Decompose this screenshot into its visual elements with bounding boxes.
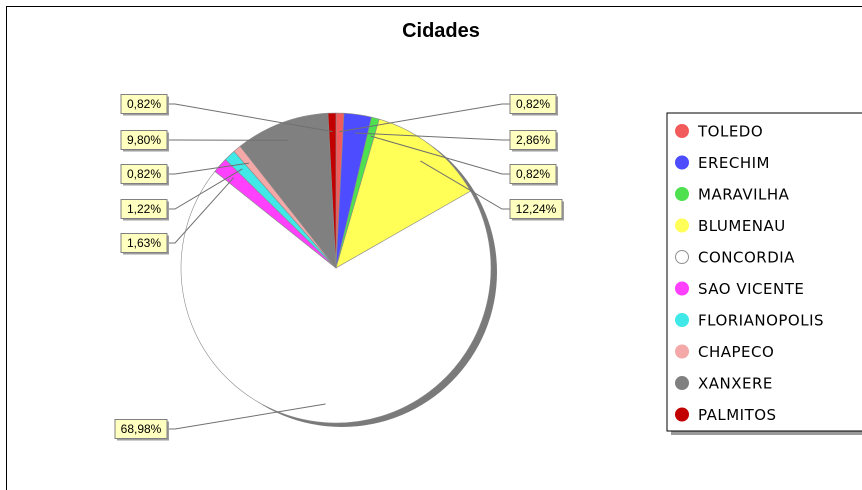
legend-marker-toledo bbox=[675, 124, 689, 138]
legend-label-palmitos: PALMITOS bbox=[698, 406, 777, 424]
legend-label-toledo: TOLEDO bbox=[697, 123, 763, 141]
leader-line-erechim bbox=[355, 132, 510, 141]
pie-slices bbox=[180, 112, 497, 427]
leader-line-concordia bbox=[167, 403, 326, 430]
data-label-toledo: 0,82% bbox=[516, 97, 550, 111]
legend-label-florianopolis: FLORIANOPOLIS bbox=[698, 312, 824, 330]
legend-label-sao-vicente: SAO VICENTE bbox=[698, 280, 804, 298]
label-box-erechim bbox=[509, 130, 557, 150]
leader-line-maravilha bbox=[370, 135, 510, 175]
legend-marker-florianopolis bbox=[675, 313, 689, 327]
leader-line-palmitos bbox=[167, 103, 333, 133]
label-box-palmitos bbox=[120, 94, 168, 114]
data-label-maravilha: 0,82% bbox=[516, 167, 550, 181]
label-box-florianopolis bbox=[120, 199, 168, 219]
legend-marker-sao-vicente bbox=[675, 281, 689, 296]
legend-marker-xanxere bbox=[675, 376, 689, 390]
label-box-concordia bbox=[114, 419, 168, 439]
legend-label-xanxere: XANXERE bbox=[698, 375, 773, 393]
legend: TOLEDO ERECHIM MARAVILHA BLUMENAU CONCORDIA S… bbox=[666, 112, 862, 435]
label-box-sao-vicente bbox=[120, 233, 168, 253]
legend-label-maravilha: MARAVILHA bbox=[698, 186, 790, 204]
label-box-chapeco bbox=[120, 164, 168, 184]
slice-labels: 0,82% 2,86% 0,82% 12,24% 68,98% 1,63% 1,22% 0,8… bbox=[114, 94, 564, 441]
legend-marker-erechim bbox=[675, 155, 689, 170]
data-label-sao-vicente: 1,63% bbox=[127, 236, 161, 250]
data-label-florianopolis: 1,22% bbox=[127, 202, 161, 216]
leader-line-chapeco bbox=[167, 162, 249, 175]
label-box-xanxere bbox=[120, 130, 168, 150]
pie-slice-blumenau bbox=[335, 118, 471, 269]
label-box-maravilha bbox=[509, 164, 557, 184]
data-label-palmitos: 0,82% bbox=[127, 97, 161, 111]
data-label-erechim: 2,86% bbox=[516, 133, 550, 147]
label-box-toledo bbox=[509, 94, 557, 114]
label-box-blumenau bbox=[509, 199, 563, 219]
legend-marker-concordia bbox=[675, 250, 689, 264]
chart-frame bbox=[6, 6, 862, 490]
legend-marker-palmitos bbox=[675, 407, 689, 422]
data-label-blumenau: 12,24% bbox=[516, 202, 557, 216]
data-label-xanxere: 9,80% bbox=[127, 133, 161, 147]
legend-label-blumenau: BLUMENAU bbox=[698, 217, 786, 235]
leader-line-sao-vicente bbox=[167, 177, 235, 244]
leader-line-toledo bbox=[339, 103, 510, 133]
legend-label-concordia: CONCORDIA bbox=[698, 249, 795, 267]
legend-marker-maravilha bbox=[675, 187, 689, 201]
data-label-concordia: 68,98% bbox=[121, 422, 162, 436]
pie-slice-concordia bbox=[180, 170, 492, 424]
leader-line-florianopolis bbox=[167, 168, 243, 210]
legend-label-erechim: ERECHIM bbox=[698, 154, 770, 172]
legend-box bbox=[666, 112, 862, 432]
legend-marker-blumenau bbox=[675, 218, 689, 233]
data-label-chapeco: 0,82% bbox=[127, 167, 161, 181]
pie-slice-palmitos bbox=[327, 112, 337, 269]
legend-label-chapeco: CHAPECO bbox=[698, 343, 774, 361]
leader-line-blumenau bbox=[420, 160, 510, 210]
chart-title: Cidades bbox=[402, 20, 480, 42]
legend-marker-chapeco bbox=[675, 344, 689, 359]
